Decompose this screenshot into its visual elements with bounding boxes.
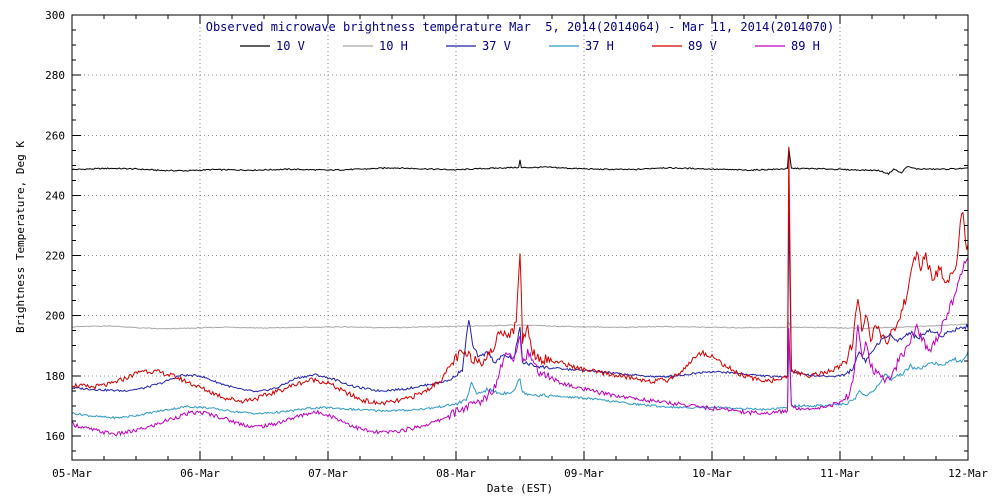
chart-title: Observed microwave brightness temperatur… xyxy=(206,20,835,34)
plot-border xyxy=(71,14,969,461)
x-tick-label: 05-Mar xyxy=(52,467,92,480)
x-tick-label: 08-Mar xyxy=(436,467,476,480)
y-tick-label: 200 xyxy=(45,310,65,323)
y-axis-label: Brightness Temperature, Deg K xyxy=(14,141,27,333)
series-line-37h xyxy=(71,339,969,420)
x-tick-label: 09-Mar xyxy=(564,467,604,480)
y-tick-label: 300 xyxy=(45,9,65,22)
y-tick-label: 160 xyxy=(45,430,65,443)
x-axis-label: Date (EST) xyxy=(487,482,553,495)
x-tick-label: 06-Mar xyxy=(180,467,220,480)
series-line-89h xyxy=(71,257,969,437)
x-tick-label: 11-Mar xyxy=(820,467,860,480)
legend-label-0: 10 V xyxy=(276,39,305,53)
x-tick-label: 07-Mar xyxy=(308,467,348,480)
y-tick-label: 260 xyxy=(45,129,65,142)
series-line-37v xyxy=(71,211,969,393)
tick-label-layer: 05-Mar 06-Mar 07-Mar 08-Mar 09-Mar 10-Mar 11-M… xyxy=(45,9,988,480)
y-tick-label: 240 xyxy=(45,189,65,202)
y-tick-label: 280 xyxy=(45,69,65,82)
legend-label-1: 10 H xyxy=(379,39,408,53)
y-tick-label: 180 xyxy=(45,370,65,383)
legend-label-2: 37 V xyxy=(482,39,511,53)
legend-label-5: 89 H xyxy=(791,39,820,53)
x-tick-label: 12-Mar xyxy=(948,467,988,480)
axes-layer xyxy=(71,14,969,461)
series-line-89v xyxy=(71,146,969,406)
series-line-10h xyxy=(72,321,969,330)
legend-label-4: 89 V xyxy=(688,39,717,53)
y-tick-label: 220 xyxy=(45,250,65,263)
legend-label-3: 37 H xyxy=(585,39,614,53)
series-layer xyxy=(71,146,969,437)
x-tick-label: 10-Mar xyxy=(692,467,732,480)
legend: 10 V 10 H 37 V 37 H 89 V 89 H xyxy=(240,39,820,53)
series-line-10v xyxy=(71,148,969,176)
grid-layer xyxy=(72,15,968,460)
